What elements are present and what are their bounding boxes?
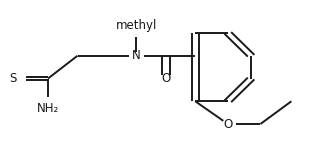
Text: O: O xyxy=(223,118,232,130)
Text: NH₂: NH₂ xyxy=(37,102,59,115)
Text: S: S xyxy=(10,72,17,85)
Text: N: N xyxy=(132,49,141,62)
Text: O: O xyxy=(161,72,171,85)
Text: methyl: methyl xyxy=(116,19,157,32)
